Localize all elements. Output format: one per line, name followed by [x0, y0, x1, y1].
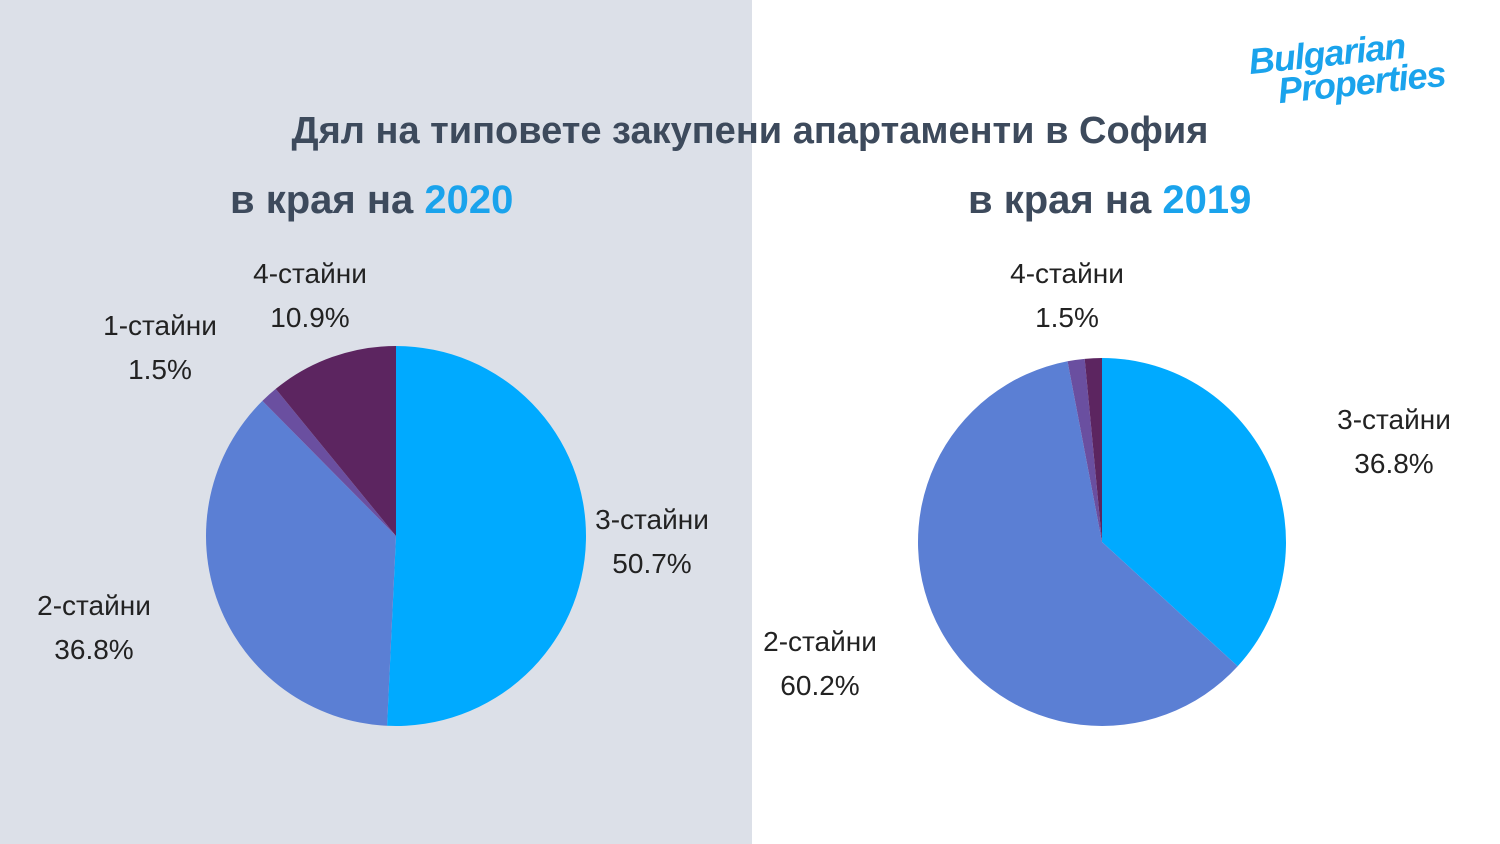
subtitle-2019: в края на 2019 [968, 178, 1252, 222]
label-2019-3room: 3-стайни 36.8% [1337, 404, 1451, 479]
pie-slice-2020-2 [262, 388, 396, 536]
pie-slice-2020-1 [206, 400, 396, 726]
pie-slice-2020-3 [275, 346, 396, 536]
pie-slice-2019-0 [1102, 358, 1286, 667]
chart-title: Дял на типовете закупени апартаменти в С… [291, 110, 1209, 152]
label-2019-4room: 4-стайни 1.5% [1010, 258, 1124, 333]
label-2019-2room: 2-стайни 60.2% [763, 626, 877, 701]
subtitle-2020: в края на 2020 [230, 178, 514, 222]
pie-slice-2019-1 [918, 361, 1238, 726]
label-2020-4room: 4-стайни 10.9% [253, 258, 367, 333]
label-2020-1room: 1-стайни 1.5% [103, 310, 217, 385]
pie-slice-2020-0 [387, 346, 587, 726]
label-2020-3room: 3-стайни 50.7% [595, 504, 709, 579]
pie-slice-2019-2 [1067, 358, 1102, 542]
label-2020-2room: 2-стайни 36.8% [37, 590, 151, 665]
pie-slice-2019-3 [1084, 358, 1102, 542]
